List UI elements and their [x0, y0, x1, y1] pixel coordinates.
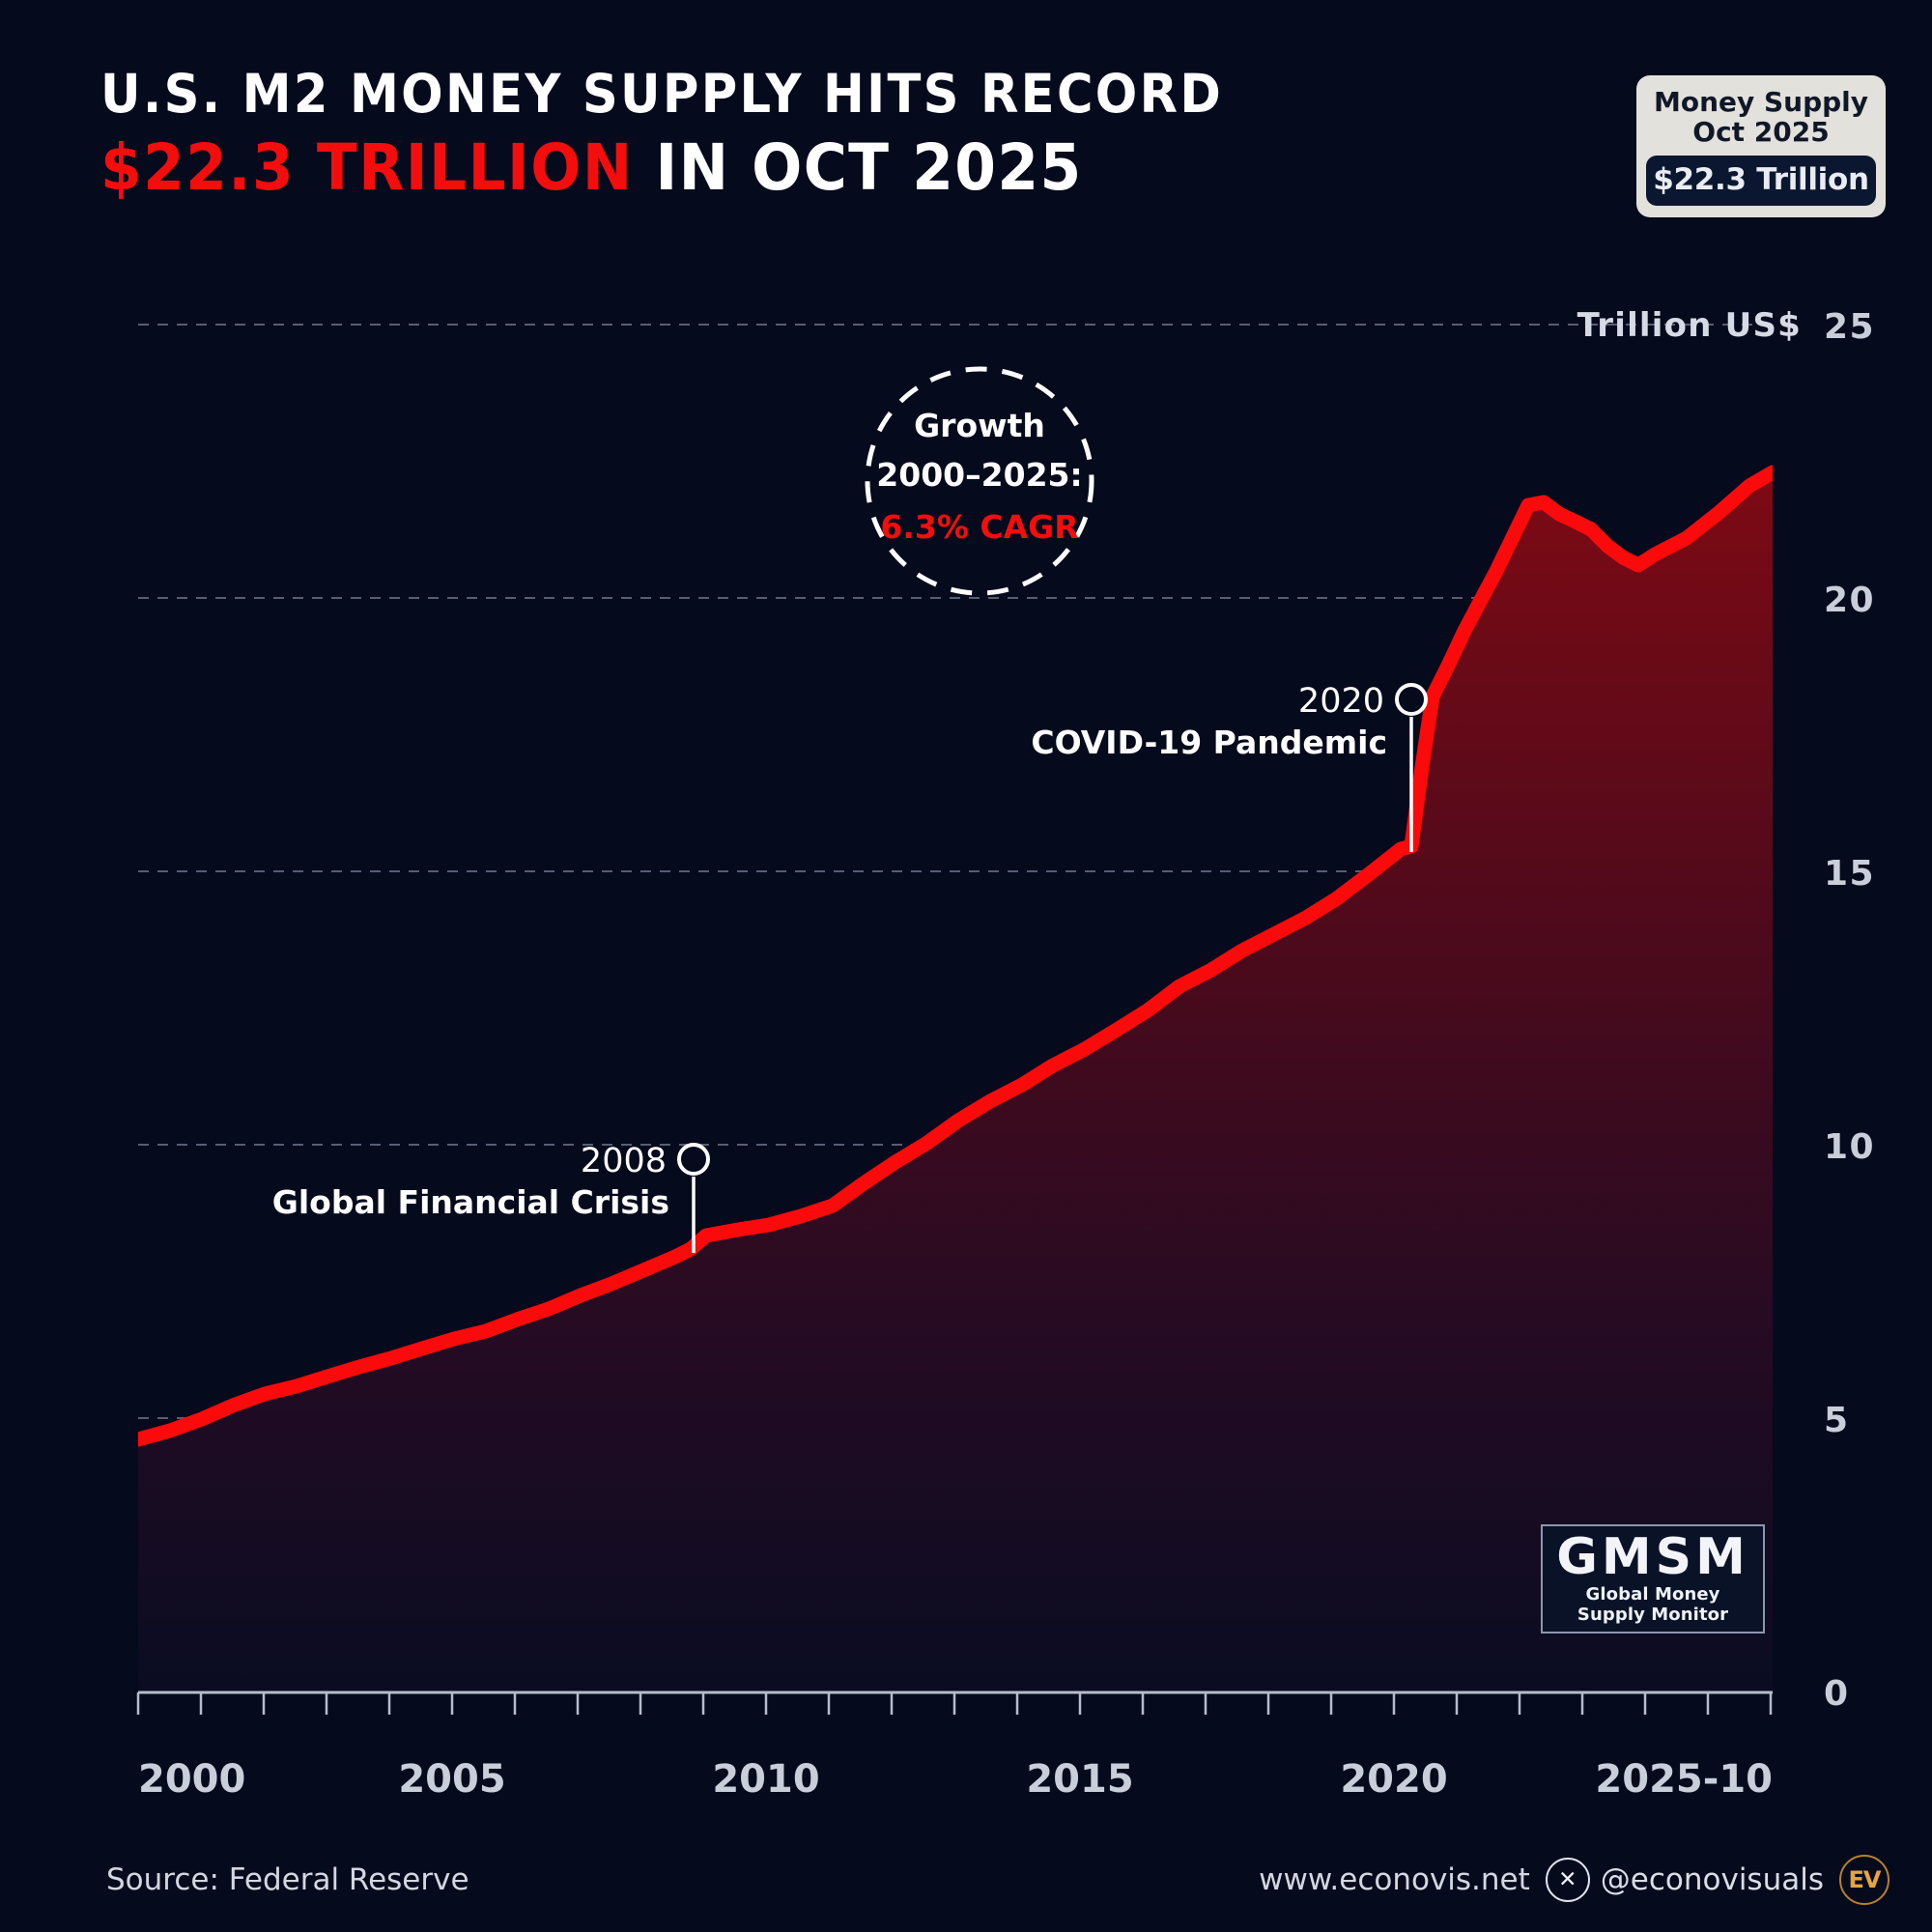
- annotation-covid: 2020 COVID-19 Pandemic: [1031, 682, 1428, 852]
- econovisuals-logo: EV: [1839, 1855, 1889, 1905]
- growth-line-2: 2000–2025:: [876, 456, 1082, 494]
- y-tick-25: 25: [1824, 307, 1875, 347]
- x-social-group[interactable]: ✕ @econovisuals: [1545, 1858, 1824, 1902]
- gmsm-acronym: GMSM: [1556, 1528, 1749, 1586]
- headline-block: U.S. M2 MONEY SUPPLY HITS RECORD $22.3 T…: [100, 68, 1260, 200]
- y-axis-unit-label: Trillion US$: [1577, 306, 1802, 345]
- badge-title-line-1: Money Supply: [1653, 86, 1869, 118]
- y-tick-0: 0: [1824, 1674, 1850, 1714]
- gfc-marker-circle: [677, 1143, 710, 1176]
- covid-event-label: COVID-19 Pandemic: [1031, 724, 1387, 761]
- x-logo-icon: ✕: [1545, 1858, 1590, 1902]
- gmsm-full-name: Global Money Supply Monitor: [1577, 1584, 1729, 1625]
- y-tick-10: 10: [1824, 1127, 1875, 1167]
- x-axis: [136, 1690, 1773, 1715]
- area-fill: [138, 472, 1773, 1690]
- badge-title: Money Supply Oct 2025: [1646, 87, 1876, 148]
- annotation-gfc: 2008 Global Financial Crisis: [272, 1142, 710, 1253]
- y-tick-20: 20: [1824, 581, 1875, 620]
- footer-right-group: www.econovis.net ✕ @econovisuals EV: [1259, 1855, 1889, 1905]
- headline-line-2: $22.3 TRILLION IN OCT 2025: [100, 136, 1179, 200]
- source-label: Source: Federal Reserve: [106, 1862, 469, 1897]
- money-supply-badge: Money Supply Oct 2025 $22.3 Trillion: [1636, 75, 1886, 217]
- badge-title-line-2: Oct 2025: [1692, 116, 1830, 149]
- x-tick-2010: 2010: [712, 1757, 819, 1802]
- x-tick-2000: 2000: [138, 1757, 245, 1802]
- x-tick-2015: 2015: [1026, 1757, 1133, 1802]
- headline-amount: $22.3 TRILLION: [100, 130, 634, 205]
- growth-dashed-circle: [865, 366, 1094, 596]
- headline-line-1: U.S. M2 MONEY SUPPLY HITS RECORD: [100, 63, 1224, 125]
- x-tick-2020: 2020: [1340, 1757, 1447, 1802]
- growth-line-1: Growth: [914, 407, 1045, 444]
- x-handle-label[interactable]: @econovisuals: [1600, 1862, 1824, 1897]
- m2-line: [138, 465, 1773, 1447]
- y-tick-5: 5: [1824, 1401, 1850, 1440]
- headline-period: IN OCT 2025: [633, 130, 1083, 205]
- gfc-event-label: Global Financial Crisis: [272, 1183, 669, 1221]
- growth-cagr-value: 6.3% CAGR: [880, 508, 1078, 546]
- website-link[interactable]: www.econovis.net: [1259, 1862, 1530, 1897]
- x-tick-2005: 2005: [398, 1757, 505, 1802]
- covid-year-label: 2020: [1298, 682, 1384, 721]
- gmsm-watermark: GMSM Global Money Supply Monitor: [1541, 1524, 1765, 1634]
- annotation-growth-circle: Growth 2000–2025: 6.3% CAGR: [865, 366, 1094, 596]
- x-tick-2025-10: 2025-10: [1595, 1757, 1773, 1802]
- badge-value-pill: $22.3 Trillion: [1646, 155, 1876, 206]
- x-axis-ticks: [136, 1692, 1773, 1715]
- covid-marker-circle: [1395, 683, 1428, 716]
- y-tick-15: 15: [1824, 854, 1875, 894]
- gfc-year-label: 2008: [581, 1142, 667, 1180]
